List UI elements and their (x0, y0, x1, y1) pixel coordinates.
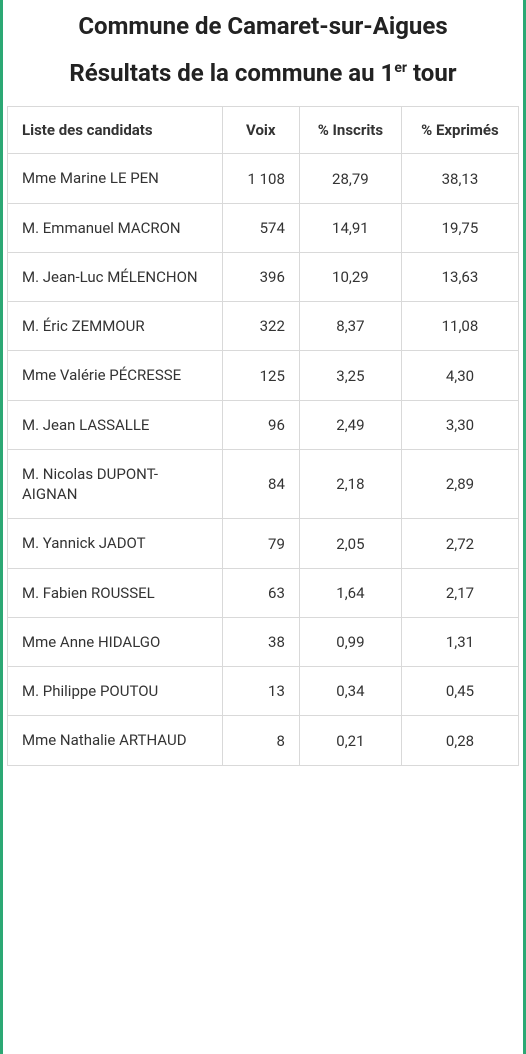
cell-pct-inscrits: 3,25 (299, 351, 401, 400)
cell-pct-inscrits: 10,29 (299, 252, 401, 301)
col-votes: Voix (222, 107, 299, 154)
cell-votes: 84 (222, 449, 299, 519)
cell-votes: 322 (222, 302, 299, 351)
table-row: Mme Nathalie ARTHAUD80,210,28 (8, 716, 519, 765)
cell-pct-exprimes: 0,28 (401, 716, 518, 765)
cell-pct-inscrits: 2,18 (299, 449, 401, 519)
subtitle-super: er (394, 60, 407, 76)
cell-candidate: Mme Nathalie ARTHAUD (8, 716, 223, 765)
cell-votes: 8 (222, 716, 299, 765)
cell-votes: 13 (222, 667, 299, 716)
cell-candidate: M. Emmanuel MACRON (8, 203, 223, 252)
subtitle-prefix: Résultats de la commune au 1 (69, 59, 394, 87)
table-header-row: Liste des candidats Voix % Inscrits % Ex… (8, 107, 519, 154)
table-row: M. Jean LASSALLE962,493,30 (8, 400, 519, 449)
table-row: M. Nicolas DUPONT-AIGNAN842,182,89 (8, 449, 519, 519)
cell-votes: 1 108 (222, 154, 299, 203)
cell-votes: 574 (222, 203, 299, 252)
cell-pct-exprimes: 38,13 (401, 154, 518, 203)
cell-candidate: M. Philippe POUTOU (8, 667, 223, 716)
col-pct-exprimes: % Exprimés (401, 107, 518, 154)
cell-candidate: M. Yannick JADOT (8, 519, 223, 568)
cell-votes: 96 (222, 400, 299, 449)
cell-votes: 38 (222, 617, 299, 666)
cell-pct-inscrits: 0,34 (299, 667, 401, 716)
table-row: M. Jean-Luc MÉLENCHON39610,2913,63 (8, 252, 519, 301)
cell-candidate: Mme Anne HIDALGO (8, 617, 223, 666)
cell-candidate: M. Jean-Luc MÉLENCHON (8, 252, 223, 301)
table-row: Mme Valérie PÉCRESSE1253,254,30 (8, 351, 519, 400)
cell-pct-inscrits: 2,49 (299, 400, 401, 449)
cell-candidate: M. Éric ZEMMOUR (8, 302, 223, 351)
cell-pct-inscrits: 28,79 (299, 154, 401, 203)
cell-pct-exprimes: 13,63 (401, 252, 518, 301)
subtitle-suffix: tour (407, 59, 457, 87)
cell-votes: 125 (222, 351, 299, 400)
table-row: M. Yannick JADOT792,052,72 (8, 519, 519, 568)
col-candidate: Liste des candidats (8, 107, 223, 154)
cell-pct-exprimes: 19,75 (401, 203, 518, 252)
cell-pct-exprimes: 2,17 (401, 568, 518, 617)
table-row: M. Philippe POUTOU130,340,45 (8, 667, 519, 716)
cell-candidate: M. Jean LASSALLE (8, 400, 223, 449)
cell-pct-inscrits: 14,91 (299, 203, 401, 252)
cell-candidate: M. Nicolas DUPONT-AIGNAN (8, 449, 223, 519)
cell-pct-inscrits: 8,37 (299, 302, 401, 351)
cell-votes: 63 (222, 568, 299, 617)
cell-votes: 396 (222, 252, 299, 301)
cell-votes: 79 (222, 519, 299, 568)
page-title: Commune de Camaret-sur-Aigues (7, 8, 519, 45)
table-row: Mme Marine LE PEN1 10828,7938,13 (8, 154, 519, 203)
table-row: M. Éric ZEMMOUR3228,3711,08 (8, 302, 519, 351)
cell-pct-inscrits: 2,05 (299, 519, 401, 568)
cell-candidate: Mme Marine LE PEN (8, 154, 223, 203)
cell-pct-exprimes: 2,72 (401, 519, 518, 568)
col-pct-inscrits: % Inscrits (299, 107, 401, 154)
results-table: Liste des candidats Voix % Inscrits % Ex… (7, 106, 519, 765)
cell-pct-exprimes: 2,89 (401, 449, 518, 519)
cell-candidate: Mme Valérie PÉCRESSE (8, 351, 223, 400)
cell-pct-exprimes: 3,30 (401, 400, 518, 449)
cell-pct-inscrits: 1,64 (299, 568, 401, 617)
table-row: M. Emmanuel MACRON57414,9119,75 (8, 203, 519, 252)
page-subtitle: Résultats de la commune au 1er tour (7, 55, 519, 92)
table-row: Mme Anne HIDALGO380,991,31 (8, 617, 519, 666)
cell-pct-inscrits: 0,99 (299, 617, 401, 666)
cell-pct-exprimes: 4,30 (401, 351, 518, 400)
cell-pct-inscrits: 0,21 (299, 716, 401, 765)
table-row: M. Fabien ROUSSEL631,642,17 (8, 568, 519, 617)
cell-candidate: M. Fabien ROUSSEL (8, 568, 223, 617)
cell-pct-exprimes: 11,08 (401, 302, 518, 351)
cell-pct-exprimes: 1,31 (401, 617, 518, 666)
cell-pct-exprimes: 0,45 (401, 667, 518, 716)
